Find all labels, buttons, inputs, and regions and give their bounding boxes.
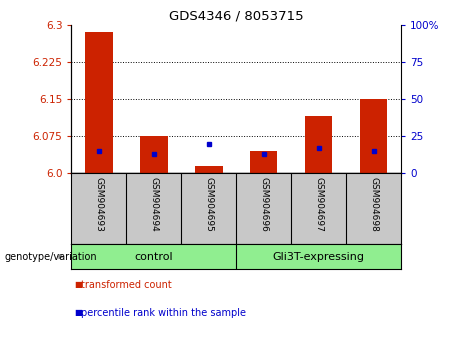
Text: GSM904695: GSM904695: [204, 177, 213, 232]
Text: GSM904697: GSM904697: [314, 177, 323, 232]
Bar: [360, 99, 387, 173]
Text: transformed count: transformed count: [81, 280, 171, 290]
Bar: [250, 151, 278, 173]
Text: ■: ■: [74, 308, 82, 317]
Title: GDS4346 / 8053715: GDS4346 / 8053715: [169, 9, 304, 22]
Text: ■: ■: [74, 280, 82, 289]
Text: GSM904694: GSM904694: [149, 177, 159, 232]
Text: GSM904698: GSM904698: [369, 177, 378, 232]
Text: percentile rank within the sample: percentile rank within the sample: [81, 308, 246, 318]
Text: genotype/variation: genotype/variation: [5, 252, 97, 262]
Text: GSM904693: GSM904693: [95, 177, 103, 232]
Bar: [140, 136, 168, 173]
Bar: [85, 32, 112, 173]
Text: control: control: [135, 252, 173, 262]
Bar: [195, 166, 223, 173]
Bar: [305, 116, 332, 173]
Text: GSM904696: GSM904696: [259, 177, 268, 232]
Text: Gli3T-expressing: Gli3T-expressing: [272, 252, 365, 262]
